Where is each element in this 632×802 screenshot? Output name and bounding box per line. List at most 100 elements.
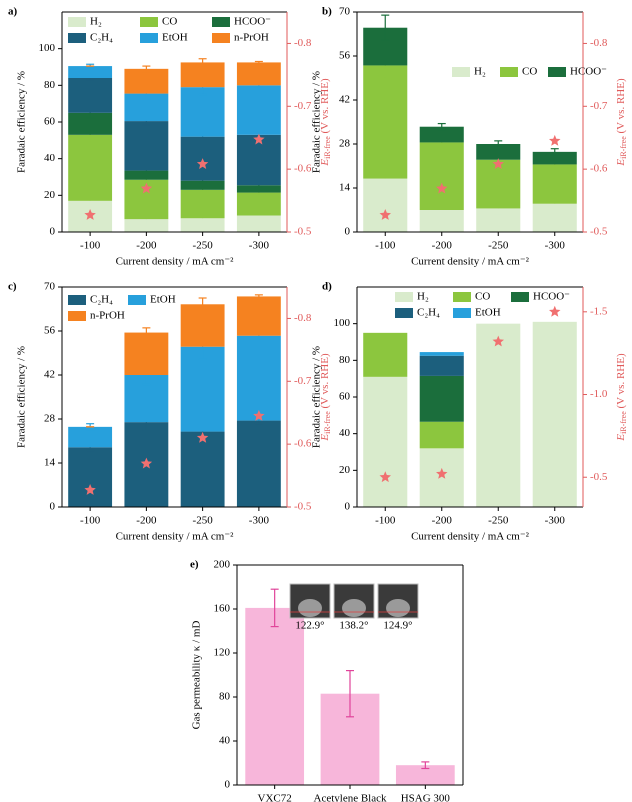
y2-axis-title-part: (V vs. RHE) xyxy=(615,353,627,411)
legend-swatch xyxy=(128,295,146,305)
contact-angle: 122.9° xyxy=(295,620,324,632)
y-tick-label: 0 xyxy=(50,226,56,238)
x-axis-title: Current density / mA cm⁻² xyxy=(116,256,235,268)
y2-axis-title-part: (V vs. RHE) xyxy=(615,78,627,136)
y-tick-label: 20 xyxy=(44,189,56,201)
y-axis-title: Faradaic efficiency / % xyxy=(311,346,323,448)
bar xyxy=(68,135,112,201)
bar xyxy=(237,135,281,185)
y-tick-label: 70 xyxy=(339,6,351,18)
y2-axis-title: EiR-free (V vs. RHE) xyxy=(615,353,628,442)
y-tick-label: 200 xyxy=(214,559,231,571)
x-tick-label: -300 xyxy=(545,515,566,527)
y2-tick-label: -0.8 xyxy=(294,312,312,324)
x-axis-title: Current density / mA cm⁻² xyxy=(411,531,530,543)
y-tick-label: 20 xyxy=(339,464,351,476)
droplet xyxy=(386,599,410,617)
y-tick-label: 0 xyxy=(345,226,351,238)
panel-label: a) xyxy=(8,6,18,18)
y-tick-label: 28 xyxy=(339,138,351,150)
x-tick-label: VXC72 xyxy=(258,793,292,802)
y2-tick-label: -0.6 xyxy=(590,163,608,175)
y2-axis-title-sub: iR-free xyxy=(323,136,332,159)
bar xyxy=(237,296,281,335)
y-axis-title: Gas permeability κ / mD xyxy=(191,621,203,730)
bar xyxy=(237,336,281,421)
y-tick-label: 14 xyxy=(44,457,56,469)
legend-label: HCOO⁻ xyxy=(570,66,607,78)
legend-swatch xyxy=(68,295,86,305)
legend-swatch xyxy=(212,17,230,27)
panel-label: c) xyxy=(8,281,17,293)
legend-swatch xyxy=(68,33,86,43)
x-tick-label: -200 xyxy=(432,515,453,527)
legend-label: C₂H₄ xyxy=(90,32,113,44)
legend-label: EtOH xyxy=(162,32,188,44)
bar xyxy=(476,160,520,209)
error-bar xyxy=(255,62,263,64)
y-tick-label: 40 xyxy=(44,152,56,164)
bar xyxy=(363,65,407,178)
x-axis-title: Current density / mA cm⁻² xyxy=(411,256,530,268)
x-tick-label: Acetylene Black xyxy=(314,793,387,802)
bar xyxy=(420,142,464,210)
y2-axis-title-sub: iR-free xyxy=(619,136,628,159)
bar xyxy=(124,69,168,94)
bar xyxy=(420,448,464,507)
legend-label: EtOH xyxy=(475,307,501,319)
y-tick-label: 80 xyxy=(219,691,231,703)
y2-tick-label: -0.6 xyxy=(294,438,312,450)
bar xyxy=(124,121,168,171)
figure: a) -100 -200 -250 -300 0 20 40 60 80 100 -0.5 -0.6 -0… xyxy=(0,0,632,802)
x-tick-label: -250 xyxy=(488,515,509,527)
y-tick-label: 70 xyxy=(44,281,56,293)
y-tick-label: 0 xyxy=(225,779,231,791)
legend-swatch xyxy=(500,67,518,77)
bar xyxy=(420,352,464,356)
y2-tick-label: -0.8 xyxy=(294,37,312,49)
y2-axis-title-sub: iR-free xyxy=(619,411,628,434)
legend-label: n-PrOH xyxy=(234,32,269,44)
legend-swatch xyxy=(68,311,86,321)
y2-axis-title: EiR-free (V vs. RHE) xyxy=(615,78,628,167)
legend-swatch xyxy=(453,292,471,302)
y2-tick-label: -0.5 xyxy=(294,501,312,513)
y-tick-label: 56 xyxy=(339,50,351,62)
x-tick-label: HSAG 300 xyxy=(401,793,451,802)
bar xyxy=(245,608,304,785)
bar xyxy=(181,190,225,218)
x-tick-label: -100 xyxy=(80,515,101,527)
bar xyxy=(476,324,520,507)
y-axis-title: Faradaic efficiency / % xyxy=(16,71,28,173)
y-tick-label: 100 xyxy=(39,42,56,54)
y-tick-label: 40 xyxy=(339,427,351,439)
legend-label: C₂H₄ xyxy=(417,307,440,319)
potential-marker xyxy=(549,135,561,146)
legend-label: HCOO⁻ xyxy=(533,291,570,303)
bar xyxy=(68,447,112,507)
x-tick-label: -300 xyxy=(545,240,566,252)
y-tick-label: 160 xyxy=(214,603,231,615)
y2-tick-label: -0.7 xyxy=(294,375,312,387)
x-tick-label: -100 xyxy=(80,240,101,252)
y-tick-label: 0 xyxy=(50,501,56,513)
legend-swatch xyxy=(395,292,413,302)
y-tick-label: 60 xyxy=(339,391,351,403)
contact-angle: 138.2° xyxy=(339,620,368,632)
bar xyxy=(124,333,168,375)
legend-label: H₂ xyxy=(474,66,486,78)
legend-swatch xyxy=(212,33,230,43)
y-tick-label: 42 xyxy=(44,369,55,381)
y2-tick-label: -0.5 xyxy=(294,226,312,238)
legend-label: HCOO⁻ xyxy=(234,16,271,28)
x-tick-label: -200 xyxy=(136,240,157,252)
y2-tick-label: -1.0 xyxy=(590,388,608,400)
bar xyxy=(237,421,281,507)
y2-tick-label: -0.5 xyxy=(590,226,608,238)
contact-angle: 124.9° xyxy=(383,620,412,632)
bar xyxy=(237,85,281,135)
x-tick-label: -300 xyxy=(249,515,270,527)
bar xyxy=(363,377,407,507)
legend-swatch xyxy=(548,67,566,77)
y2-tick-label: -0.7 xyxy=(294,100,312,112)
